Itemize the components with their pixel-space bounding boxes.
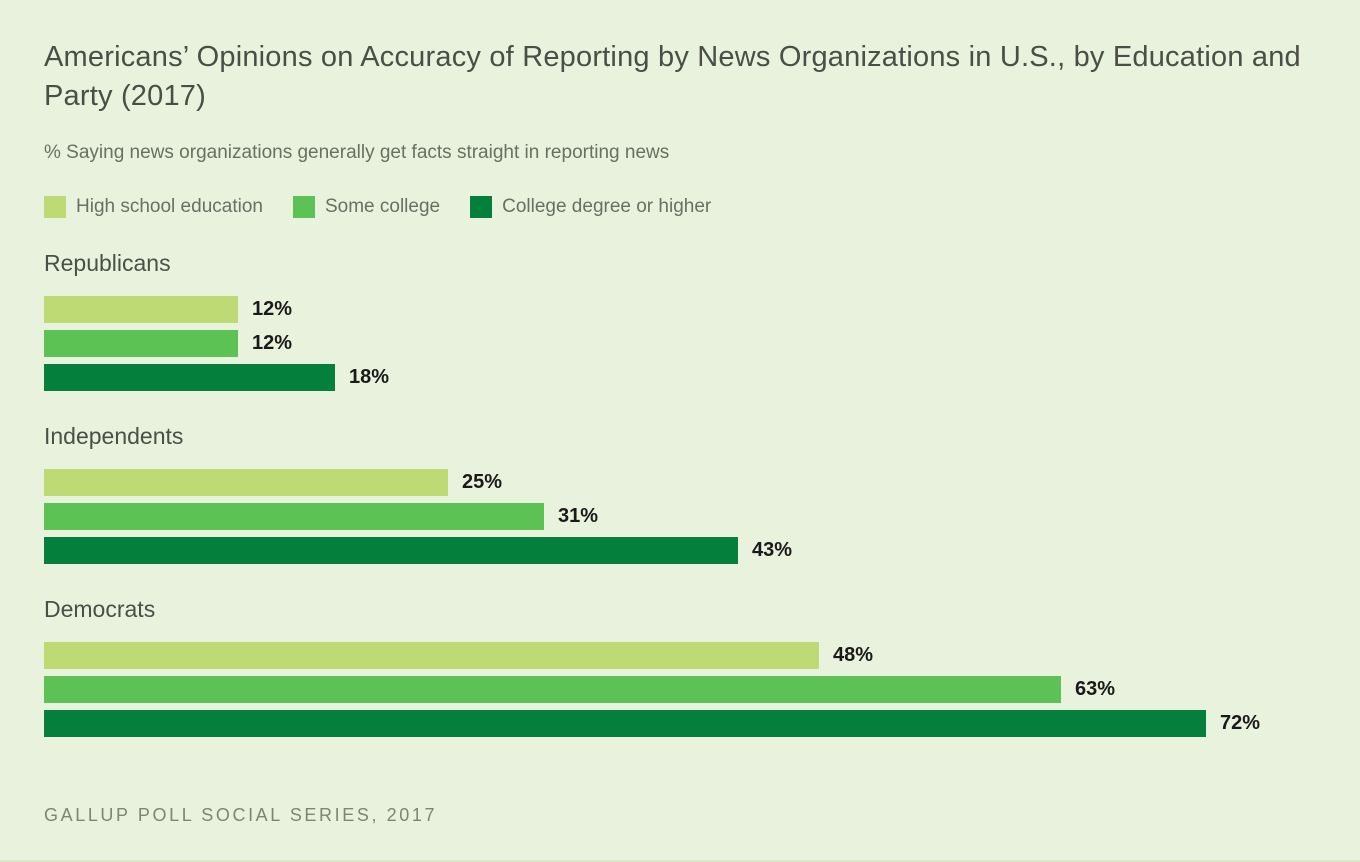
source-attribution: GALLUP POLL SOCIAL SERIES, 2017 [44,805,438,825]
bar-democrats-some-college [44,676,1061,703]
bar-row: 48% [44,642,1316,669]
bar-row: 25% [44,469,1316,496]
bar-republicans-some-college [44,330,238,357]
group-democrats: Democrats 48% 63% 72% [44,596,1316,737]
legend-item-college-degree: College degree or higher [470,196,711,218]
bar-republicans-college-degree [44,364,335,391]
group-independents: Independents 25% 31% 43% [44,423,1316,564]
bar-value-label: 18% [349,366,390,388]
chart-title: Americans’ Opinions on Accuracy of Repor… [44,41,1301,112]
legend-label-high-school: High school education [76,196,263,217]
legend-swatch-high-school [44,196,66,218]
group-label-republicans: Republicans [44,250,171,276]
bar-value-label: 25% [462,471,503,493]
bar-row: 18% [44,364,1316,391]
bar-value-label: 31% [558,505,599,527]
bar-value-label: 43% [752,539,793,561]
bar-democrats-college-degree [44,710,1206,737]
bar-value-label: 12% [252,332,293,354]
group-republicans: Republicans 12% 12% 18% [44,250,1316,391]
bar-value-label: 72% [1220,712,1261,734]
bar-republicans-high-school [44,296,238,323]
legend-item-some-college: Some college [292,196,441,218]
bar-independents-college-degree [44,537,738,564]
bar-independents-some-college [44,503,544,530]
bar-democrats-high-school [44,642,819,669]
legend-swatch-some-college [292,196,315,218]
group-label-independents: Independents [44,423,184,449]
legend: High school education Some college Colle… [44,196,1316,218]
legend-swatch-college-degree [470,196,493,218]
bar-row: 12% [44,296,1316,323]
chart-subtitle: % Saying news organizations generally ge… [44,142,670,163]
bar-row: 63% [44,676,1316,703]
bar-row: 72% [44,710,1316,737]
bar-row: 31% [44,503,1316,530]
bar-value-label: 48% [833,644,874,666]
bar-row: 43% [44,537,1316,564]
bar-value-label: 12% [252,298,293,320]
legend-label-college-degree: College degree or higher [502,196,712,217]
bar-row: 12% [44,330,1316,357]
group-label-democrats: Democrats [44,596,156,622]
legend-item-high-school: High school education [44,196,263,218]
legend-label-some-college: Some college [324,196,441,217]
bar-value-label: 63% [1075,678,1116,700]
bar-independents-high-school [44,469,448,496]
